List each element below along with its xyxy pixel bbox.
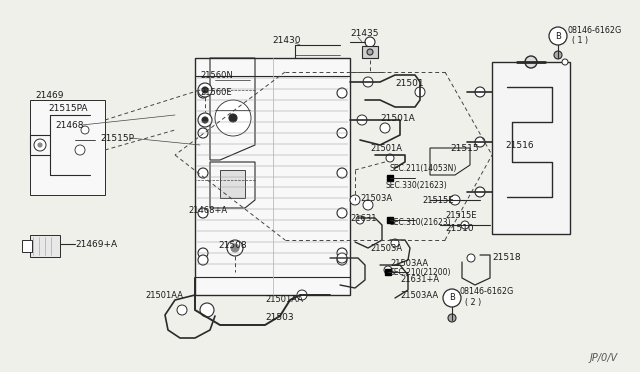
Text: 21515PA: 21515PA (48, 103, 88, 112)
Bar (22, 240, 32, 252)
Circle shape (363, 200, 373, 210)
Circle shape (357, 115, 367, 125)
Text: SEC.330(21623): SEC.330(21623) (385, 180, 447, 189)
Text: 21515P: 21515P (100, 134, 134, 142)
Text: 21515E: 21515E (445, 211, 477, 219)
Circle shape (337, 128, 347, 138)
Circle shape (38, 143, 42, 147)
Circle shape (356, 216, 364, 224)
Circle shape (215, 100, 251, 136)
Circle shape (227, 240, 243, 256)
Circle shape (554, 51, 562, 59)
Text: B: B (449, 294, 455, 302)
Text: 21503AA: 21503AA (390, 259, 428, 267)
Circle shape (198, 88, 208, 98)
Circle shape (467, 254, 475, 262)
Circle shape (391, 239, 399, 247)
Text: 21468: 21468 (55, 121, 83, 129)
Text: 21469: 21469 (35, 90, 63, 99)
Bar (220, 170, 245, 198)
Circle shape (525, 56, 537, 68)
Text: 21508: 21508 (218, 241, 246, 250)
Text: 21516: 21516 (505, 141, 534, 150)
Circle shape (363, 77, 373, 87)
Text: 21430: 21430 (272, 35, 301, 45)
Text: 21435: 21435 (350, 29, 378, 38)
Text: 21631+A: 21631+A (400, 276, 439, 285)
Circle shape (450, 195, 460, 205)
Text: 21503AA: 21503AA (400, 291, 438, 299)
Text: 21501AA: 21501AA (265, 295, 303, 305)
Text: 21510: 21510 (445, 224, 474, 232)
Circle shape (386, 154, 394, 162)
Text: 21501: 21501 (395, 78, 424, 87)
Circle shape (202, 87, 208, 93)
Circle shape (337, 248, 347, 258)
Circle shape (448, 314, 456, 322)
Circle shape (81, 126, 89, 134)
Circle shape (415, 87, 425, 97)
Text: 21560E: 21560E (200, 87, 232, 96)
Circle shape (384, 266, 392, 274)
Text: JP/0/V: JP/0/V (590, 353, 618, 363)
Circle shape (337, 253, 347, 263)
Circle shape (337, 208, 347, 218)
Text: 08146-6162G: 08146-6162G (460, 288, 515, 296)
Bar (30, 100, 105, 195)
Circle shape (231, 244, 239, 252)
Bar (30, 235, 60, 257)
Circle shape (475, 137, 485, 147)
Circle shape (200, 303, 214, 317)
Text: B: B (555, 32, 561, 41)
Circle shape (198, 83, 212, 97)
Circle shape (562, 59, 568, 65)
Text: SEC.211(14053N): SEC.211(14053N) (390, 164, 458, 173)
Circle shape (350, 195, 360, 205)
Text: 21501A: 21501A (370, 144, 402, 153)
Circle shape (198, 208, 208, 218)
Text: 21501AA: 21501AA (145, 291, 183, 299)
Text: 21503A: 21503A (360, 193, 392, 202)
Text: SEC.210(21200): SEC.210(21200) (390, 267, 451, 276)
Bar (362, 46, 378, 58)
Circle shape (34, 139, 46, 151)
Text: ( 1 ): ( 1 ) (572, 35, 588, 45)
Circle shape (549, 27, 567, 45)
Circle shape (198, 255, 208, 265)
Text: SEC.310(21623): SEC.310(21623) (390, 218, 452, 227)
Circle shape (337, 88, 347, 98)
Circle shape (475, 87, 485, 97)
Circle shape (198, 248, 208, 258)
Circle shape (202, 117, 208, 123)
Circle shape (229, 114, 237, 122)
Circle shape (198, 128, 208, 138)
Bar (195, 58, 350, 295)
Circle shape (75, 145, 85, 155)
Circle shape (337, 168, 347, 178)
Text: ( 2 ): ( 2 ) (465, 298, 481, 307)
Circle shape (461, 221, 469, 229)
Text: 21503A: 21503A (370, 244, 402, 253)
Text: 21501A: 21501A (380, 113, 415, 122)
Text: 21518: 21518 (492, 253, 520, 263)
Circle shape (177, 305, 187, 315)
Circle shape (475, 187, 485, 197)
Text: 21469+A: 21469+A (75, 240, 117, 248)
Circle shape (198, 113, 212, 127)
Circle shape (365, 37, 375, 47)
Text: 21515: 21515 (450, 144, 479, 153)
Text: 08146-6162G: 08146-6162G (568, 26, 622, 35)
Circle shape (337, 255, 347, 265)
Circle shape (297, 290, 307, 300)
Circle shape (380, 123, 390, 133)
Text: 21468+A: 21468+A (188, 205, 227, 215)
Circle shape (443, 289, 461, 307)
Text: 21503: 21503 (265, 314, 294, 323)
Circle shape (198, 168, 208, 178)
Text: 21560N: 21560N (200, 71, 233, 80)
Circle shape (367, 49, 373, 55)
Bar (492, 62, 570, 234)
Text: 21631: 21631 (350, 214, 376, 222)
Text: 21515E: 21515E (422, 196, 454, 205)
